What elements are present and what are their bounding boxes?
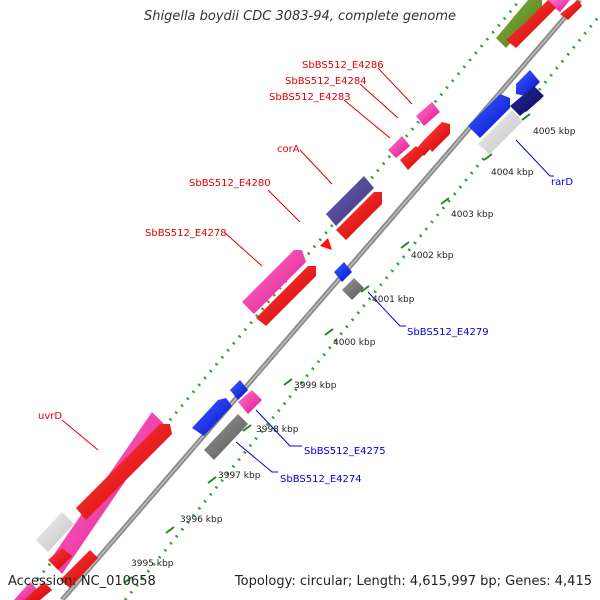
gene-red [256,266,316,326]
gene-label: SbBS512_E4275 [304,446,386,457]
reverse-gene-labels: rarD SbBS512_E4279 SbBS512_E4275 SbBS512… [280,177,573,485]
tick-mark [165,526,175,534]
ruler-labels: 3995 kbp 3996 kbp 3997 kbp 3998 kbp 3999… [131,127,576,569]
connector-line [377,67,413,105]
gene-navy [510,86,544,116]
gene-red [506,0,556,48]
tick-mark [123,576,133,584]
gene-label: corA [277,144,300,155]
tick-mark [483,153,493,161]
tick-mark [242,424,252,432]
connector-line [255,409,302,447]
gene-red [24,582,52,600]
gene-red [48,548,72,570]
tick-label: 3997 kbp [218,471,261,481]
major-ticks [123,113,531,584]
gene-label: SbBS512_E4274 [280,474,362,485]
tick-label: 3995 kbp [131,559,174,569]
gene-red [400,146,424,170]
map-title: Shigella boydii CDC 3083-94, complete ge… [143,9,457,24]
tick-label: 4003 kbp [451,210,494,220]
gene-label: SbBS512_E4279 [407,327,489,338]
accession-text: Accession: NC_010658 [8,574,156,589]
gene-gray [342,278,364,300]
tick-label: 4002 kbp [411,251,454,261]
connector-line [235,441,278,473]
gene-label: rarD [551,177,573,188]
tick-label: 3998 kbp [256,425,299,435]
gene-label: SbBS512_E4278 [145,228,227,239]
connector-line [299,149,333,185]
connector-line [223,231,263,267]
connector-line [267,189,301,223]
gene-label: SbBS512_E4283 [269,92,351,103]
tick-label: 4004 kbp [491,168,534,178]
connector-line [367,291,406,327]
gene-red [560,0,582,20]
reverse-strand-genes [192,70,544,460]
gene-SbBS512_E4274 [192,398,232,436]
gene-label: SbBS512_E4284 [285,76,367,87]
gene-SbBS512_E4275 [230,380,248,400]
gene-light [36,512,74,552]
gene-label: SbBS512_E4286 [302,60,384,71]
gene-SbBS512_E4279 [334,262,352,282]
reverse-label-connectors [235,139,554,473]
gene-blue [516,70,540,96]
tick-label: 4005 kbp [533,127,576,137]
forward-label-connectors [61,67,413,451]
connector-line [359,83,399,119]
gene-red [76,424,172,520]
gene-SbBS512_E4280 [320,238,332,250]
gene-label: SbBS512_E4280 [189,178,271,189]
gene-gray [204,414,248,460]
gene-SbBS512_E4284 [388,136,410,158]
gene-rarD [468,94,510,138]
tick-mark [360,285,370,293]
gene-pink [548,0,570,12]
tick-mark [440,197,450,205]
tick-mark [207,476,217,484]
tick-label: 4000 kbp [333,338,376,348]
connector-line [515,139,554,177]
tick-mark [283,378,293,386]
tick-mark [324,328,334,336]
forward-strand-genes [14,0,582,600]
connector-line [61,419,99,451]
gene-SbBS512_E4278 [242,250,306,314]
gene-red [336,192,382,240]
tick-mark [400,241,410,249]
tick-label: 4001 kbp [372,295,415,305]
gene-red [424,122,450,152]
tick-label: 3996 kbp [180,515,223,525]
gene-pink [238,390,262,414]
genome-summary-text: Topology: circular; Length: 4,615,997 bp… [234,574,592,589]
genome-backbone-highlight [61,0,581,600]
tick-label: 3999 kbp [294,381,337,391]
gene-light [478,110,522,154]
forward-gene-labels: SbBS512_E4286 SbBS512_E4284 SbBS512_E428… [38,60,384,422]
gene-red [60,550,98,588]
gene-corA [326,176,374,226]
gene-label: uvrD [38,411,62,422]
connector-line [343,99,391,139]
gene-olive [496,0,542,48]
tick-mark [521,113,531,121]
gene-SbBS512_E4286 [416,102,440,126]
